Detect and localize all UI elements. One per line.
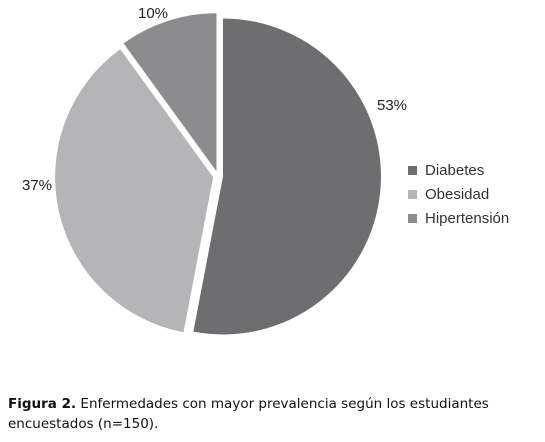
legend-item-hipertension: Hipertensión <box>408 206 509 230</box>
figure-caption: Figura 2. Enfermedades con mayor prevale… <box>8 394 538 434</box>
pie-label-obesidad: 37% <box>22 177 52 194</box>
legend-item-obesidad: Obesidad <box>408 182 509 206</box>
pie-slice-diabetes <box>193 18 381 335</box>
legend-label-obesidad: Obesidad <box>425 185 490 203</box>
legend-label-diabetes: Diabetes <box>425 161 485 179</box>
pie-slice-hipertension <box>123 13 217 172</box>
pie-slices <box>55 13 381 335</box>
legend-swatch-diabetes <box>408 165 417 175</box>
pie-slice-obesidad <box>55 49 214 333</box>
legend-swatch-obesidad <box>408 189 417 199</box>
chart-legend: Diabetes Obesidad Hipertensión <box>408 158 509 230</box>
caption-text: Enfermedades con mayor prevalencia según… <box>8 396 489 432</box>
caption-label: Figura 2. <box>8 396 77 412</box>
pie-label-hipertension: 10% <box>138 5 168 22</box>
pie-labels: 53% 37% 10% <box>22 5 407 194</box>
legend-swatch-hipertension <box>408 213 417 223</box>
legend-item-diabetes: Diabetes <box>408 158 509 182</box>
pie-chart: 53% 37% 10% <box>22 5 407 335</box>
pie-label-diabetes: 53% <box>377 97 407 114</box>
legend-label-hipertension: Hipertensión <box>425 209 510 227</box>
